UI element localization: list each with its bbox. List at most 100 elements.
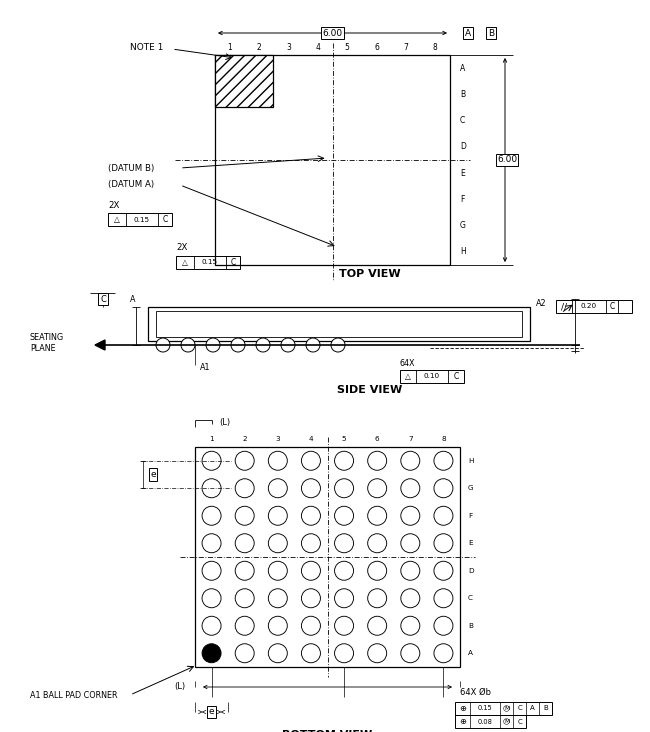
- Text: △: △: [405, 372, 411, 381]
- Circle shape: [434, 561, 453, 580]
- Circle shape: [335, 589, 354, 608]
- Text: M: M: [504, 706, 509, 711]
- Bar: [156, 311, 522, 337]
- Circle shape: [268, 451, 287, 470]
- Circle shape: [335, 643, 354, 662]
- Circle shape: [368, 479, 387, 498]
- Text: 1: 1: [227, 42, 232, 51]
- Text: A1: A1: [200, 362, 211, 372]
- Circle shape: [202, 451, 221, 470]
- Text: 0.15: 0.15: [134, 217, 150, 223]
- Text: B: B: [543, 706, 548, 712]
- Text: 5: 5: [344, 42, 350, 51]
- Circle shape: [434, 507, 453, 526]
- Text: 64X: 64X: [400, 359, 415, 368]
- Circle shape: [335, 534, 354, 553]
- Text: C: C: [610, 302, 615, 311]
- Text: C: C: [517, 706, 522, 712]
- Circle shape: [434, 643, 453, 662]
- Bar: [455, 702, 552, 715]
- Text: //: //: [561, 302, 567, 311]
- Text: 6.00: 6.00: [322, 29, 343, 37]
- Circle shape: [235, 561, 254, 580]
- Text: B: B: [488, 29, 494, 37]
- Text: A: A: [468, 650, 473, 657]
- Text: 3: 3: [276, 436, 280, 442]
- Text: C: C: [100, 294, 106, 304]
- Circle shape: [434, 479, 453, 498]
- Bar: [400, 370, 464, 383]
- Circle shape: [331, 338, 345, 352]
- Bar: [108, 213, 172, 226]
- Text: TOP VIEW: TOP VIEW: [339, 269, 401, 279]
- Text: 6: 6: [374, 42, 379, 51]
- Text: e: e: [209, 708, 214, 717]
- Text: 0.10: 0.10: [424, 373, 440, 379]
- Circle shape: [401, 561, 420, 580]
- Circle shape: [401, 479, 420, 498]
- Text: 0.15: 0.15: [478, 706, 493, 712]
- Circle shape: [434, 589, 453, 608]
- Bar: [455, 715, 526, 728]
- Text: C: C: [454, 372, 459, 381]
- Circle shape: [206, 338, 220, 352]
- Text: A: A: [130, 294, 136, 304]
- Circle shape: [231, 338, 245, 352]
- Circle shape: [401, 507, 420, 526]
- Text: D: D: [460, 143, 466, 152]
- Circle shape: [401, 589, 420, 608]
- Circle shape: [302, 451, 320, 470]
- Circle shape: [256, 338, 270, 352]
- Circle shape: [235, 616, 254, 635]
- Circle shape: [202, 479, 221, 498]
- Circle shape: [181, 338, 195, 352]
- Text: C: C: [230, 258, 235, 267]
- Text: e: e: [150, 470, 156, 479]
- Circle shape: [335, 507, 354, 526]
- Text: 0.08: 0.08: [478, 719, 493, 725]
- Text: E: E: [468, 540, 473, 546]
- Text: F: F: [460, 195, 464, 204]
- Circle shape: [281, 338, 295, 352]
- Text: 4: 4: [315, 42, 320, 51]
- Text: H: H: [468, 458, 473, 464]
- Text: C: C: [517, 719, 522, 725]
- Circle shape: [202, 589, 221, 608]
- Text: 3: 3: [286, 42, 291, 51]
- Text: 5: 5: [342, 436, 346, 442]
- Text: ⊕: ⊕: [459, 717, 466, 726]
- Text: M: M: [504, 719, 509, 724]
- Text: D: D: [468, 568, 474, 574]
- Circle shape: [302, 616, 320, 635]
- Circle shape: [368, 643, 387, 662]
- Circle shape: [268, 589, 287, 608]
- Circle shape: [202, 534, 221, 553]
- Text: 0.15: 0.15: [202, 260, 218, 266]
- Text: C: C: [162, 215, 168, 224]
- Circle shape: [401, 643, 420, 662]
- Circle shape: [202, 616, 221, 635]
- Circle shape: [235, 589, 254, 608]
- Text: ⊕: ⊕: [459, 704, 466, 713]
- Text: BOTTOM VIEW: BOTTOM VIEW: [282, 730, 372, 732]
- Circle shape: [202, 643, 221, 662]
- Circle shape: [302, 479, 320, 498]
- Text: A: A: [530, 706, 535, 712]
- Circle shape: [335, 451, 354, 470]
- Text: 7: 7: [408, 436, 413, 442]
- Circle shape: [368, 507, 387, 526]
- Text: 2: 2: [242, 436, 247, 442]
- Text: B: B: [460, 90, 465, 99]
- Text: 2X: 2X: [176, 244, 187, 253]
- Text: (DATUM B): (DATUM B): [108, 163, 154, 173]
- Text: A: A: [465, 29, 471, 37]
- Text: NOTE 1: NOTE 1: [130, 42, 163, 51]
- Text: 7: 7: [404, 42, 408, 51]
- Circle shape: [434, 534, 453, 553]
- Bar: [176, 256, 240, 269]
- Text: 6.00: 6.00: [497, 155, 517, 165]
- Text: E: E: [460, 168, 465, 178]
- Bar: [195, 447, 460, 667]
- Bar: [148, 307, 530, 341]
- Circle shape: [268, 479, 287, 498]
